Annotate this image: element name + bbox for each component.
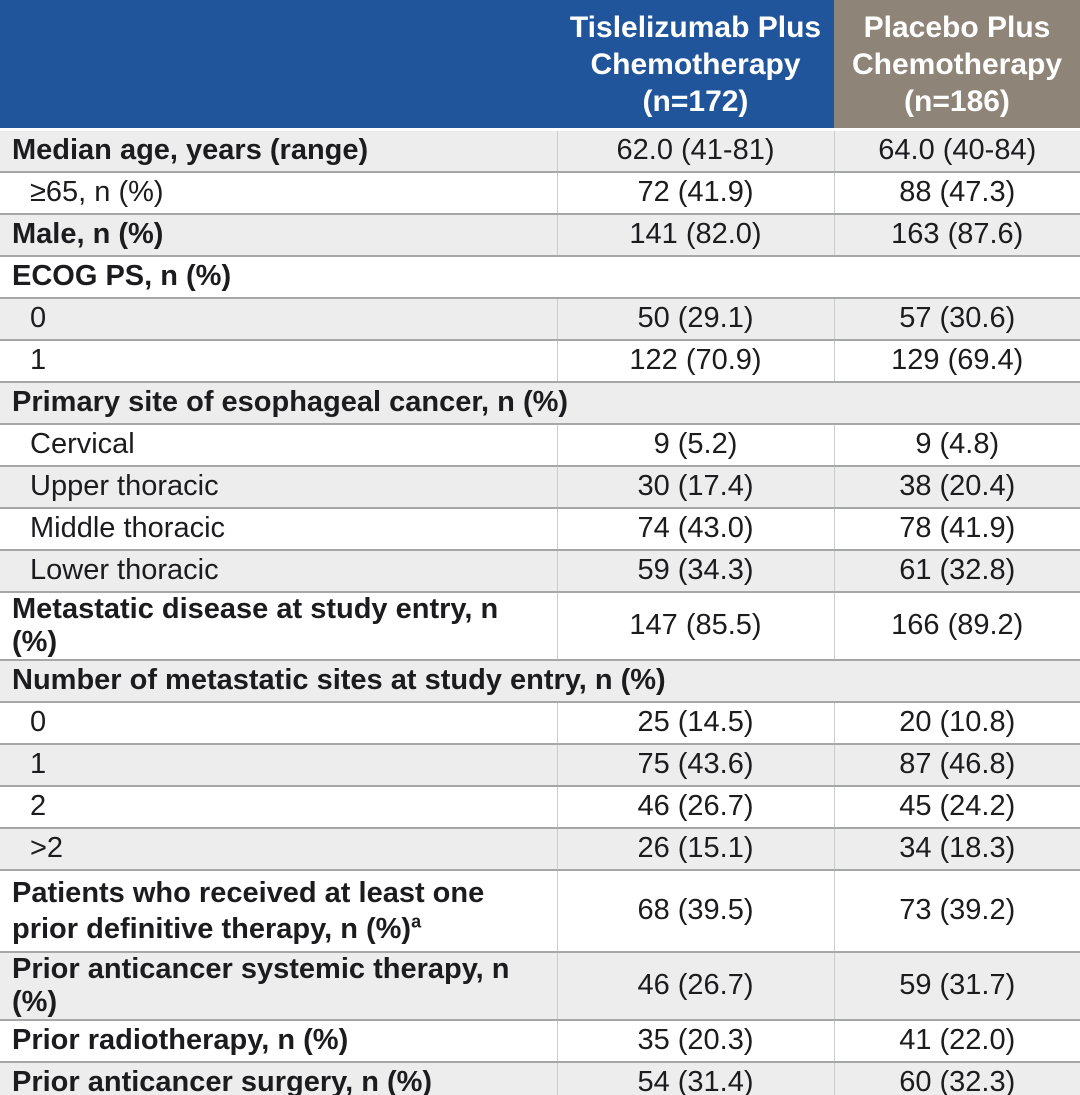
value-cell-tislelizumab: 147 (85.5) [556,590,834,660]
row-label: >2 [0,826,557,870]
row-label-text: Patients who received at least one prior… [12,876,485,945]
value-cell-tislelizumab: 9 (5.2) [556,422,834,466]
table-row: Cervical 9 (5.2) 9 (4.8) [0,422,1080,466]
table-row: Patients who received at least one prior… [0,868,1080,952]
value-cell-placebo: 57 (30.6) [833,296,1080,340]
value-cell-tislelizumab: 72 (41.9) [556,170,834,214]
row-label: Lower thoracic [0,548,557,592]
row-label: 0 [0,700,557,744]
value-cell-placebo: 129 (69.4) [833,338,1080,382]
value-cell-placebo: 41 (22.0) [833,1018,1080,1062]
row-label: Prior radiotherapy, n (%) [0,1018,557,1062]
value-cell-placebo: 34 (18.3) [833,826,1080,870]
value-cell-tislelizumab: 74 (43.0) [556,506,834,550]
value-cell-placebo: 20 (10.8) [833,700,1080,744]
table-row: 1 75 (43.6) 87 (46.8) [0,742,1080,786]
row-label: Upper thoracic [0,464,557,508]
value-cell-tislelizumab: 50 (29.1) [556,296,834,340]
tislelizumab-column-title: Tislelizumab Plus Chemotherapy [569,10,822,81]
row-label: Patients who received at least one prior… [0,868,557,952]
section-row-label: ECOG PS, n (%) [0,254,1080,298]
value-cell-tislelizumab: 54 (31.4) [556,1060,834,1095]
table-row: ≥65, n (%) 72 (41.9) 88 (47.3) [0,170,1080,214]
value-cell-tislelizumab: 141 (82.0) [556,212,834,256]
placebo-column-title: Placebo Plus Chemotherapy [851,10,1063,81]
value-cell-tislelizumab: 46 (26.7) [556,950,834,1020]
table-row: ECOG PS, n (%) [0,254,1080,298]
table-row: 2 46 (26.7) 45 (24.2) [0,784,1080,828]
table-row: 0 50 (29.1) 57 (30.6) [0,296,1080,340]
value-cell-tislelizumab: 75 (43.6) [556,742,834,786]
value-cell-placebo: 78 (41.9) [833,506,1080,550]
table-row: Median age, years (range) 62.0 (41-81) 6… [0,128,1080,172]
table-row: Prior anticancer surgery, n (%) 54 (31.4… [0,1060,1080,1095]
table-row: Upper thoracic 30 (17.4) 38 (20.4) [0,464,1080,508]
row-label: Prior anticancer surgery, n (%) [0,1060,557,1095]
row-label: Cervical [0,422,557,466]
value-cell-placebo: 61 (32.8) [833,548,1080,592]
row-label: 1 [0,742,557,786]
value-cell-placebo: 60 (32.3) [833,1060,1080,1095]
table-row: Prior radiotherapy, n (%) 35 (20.3) 41 (… [0,1018,1080,1062]
value-cell-tislelizumab: 25 (14.5) [556,700,834,744]
row-label: 2 [0,784,557,828]
row-label: Median age, years (range) [0,128,557,172]
value-cell-tislelizumab: 62.0 (41-81) [556,128,834,172]
value-cell-placebo: 64.0 (40-84) [833,128,1080,172]
table-body: Median age, years (range) 62.0 (41-81) 6… [0,128,1080,1095]
column-header-empty [0,0,557,131]
table-row: Number of metastatic sites at study entr… [0,658,1080,702]
value-cell-placebo: 59 (31.7) [833,950,1080,1020]
header-row: Tislelizumab Plus Chemotherapy (n=172) P… [0,0,1080,131]
row-label: Male, n (%) [0,212,557,256]
value-cell-placebo: 87 (46.8) [833,742,1080,786]
table-row: Metastatic disease at study entry, n (%)… [0,590,1080,660]
value-cell-tislelizumab: 30 (17.4) [556,464,834,508]
value-cell-placebo: 73 (39.2) [833,868,1080,952]
table-row: Lower thoracic 59 (34.3) 61 (32.8) [0,548,1080,592]
value-cell-placebo: 38 (20.4) [833,464,1080,508]
value-cell-placebo: 88 (47.3) [833,170,1080,214]
value-cell-tislelizumab: 35 (20.3) [556,1018,834,1062]
table-header: Tislelizumab Plus Chemotherapy (n=172) P… [0,0,1080,131]
value-cell-tislelizumab: 122 (70.9) [556,338,834,382]
table-row: Male, n (%) 141 (82.0) 163 (87.6) [0,212,1080,256]
row-label: 0 [0,296,557,340]
column-header-tislelizumab: Tislelizumab Plus Chemotherapy (n=172) [557,0,834,131]
table-row: Primary site of esophageal cancer, n (%) [0,380,1080,424]
footnote-marker: a [411,910,422,931]
row-label: Metastatic disease at study entry, n (%) [0,590,557,660]
section-row-label: Number of metastatic sites at study entr… [0,658,1080,702]
value-cell-tislelizumab: 46 (26.7) [556,784,834,828]
row-label: 1 [0,338,557,382]
value-cell-placebo: 9 (4.8) [833,422,1080,466]
table-row: Prior anticancer systemic therapy, n (%)… [0,950,1080,1020]
value-cell-tislelizumab: 59 (34.3) [556,548,834,592]
placebo-column-n: (n=186) [904,84,1010,118]
tislelizumab-column-n: (n=172) [642,84,749,118]
table-row: 1 122 (70.9) 129 (69.4) [0,338,1080,382]
row-label: Middle thoracic [0,506,557,550]
table-row: Middle thoracic 74 (43.0) 78 (41.9) [0,506,1080,550]
column-header-placebo: Placebo Plus Chemotherapy (n=186) [834,0,1080,131]
section-row-label: Primary site of esophageal cancer, n (%) [0,380,1080,424]
value-cell-placebo: 166 (89.2) [833,590,1080,660]
value-cell-placebo: 163 (87.6) [833,212,1080,256]
row-label: Prior anticancer systemic therapy, n (%) [0,950,557,1020]
row-label: ≥65, n (%) [0,170,557,214]
table-row: >2 26 (15.1) 34 (18.3) [0,826,1080,870]
table-row: 0 25 (14.5) 20 (10.8) [0,700,1080,744]
value-cell-tislelizumab: 26 (15.1) [556,826,834,870]
value-cell-tislelizumab: 68 (39.5) [556,868,834,952]
value-cell-placebo: 45 (24.2) [833,784,1080,828]
